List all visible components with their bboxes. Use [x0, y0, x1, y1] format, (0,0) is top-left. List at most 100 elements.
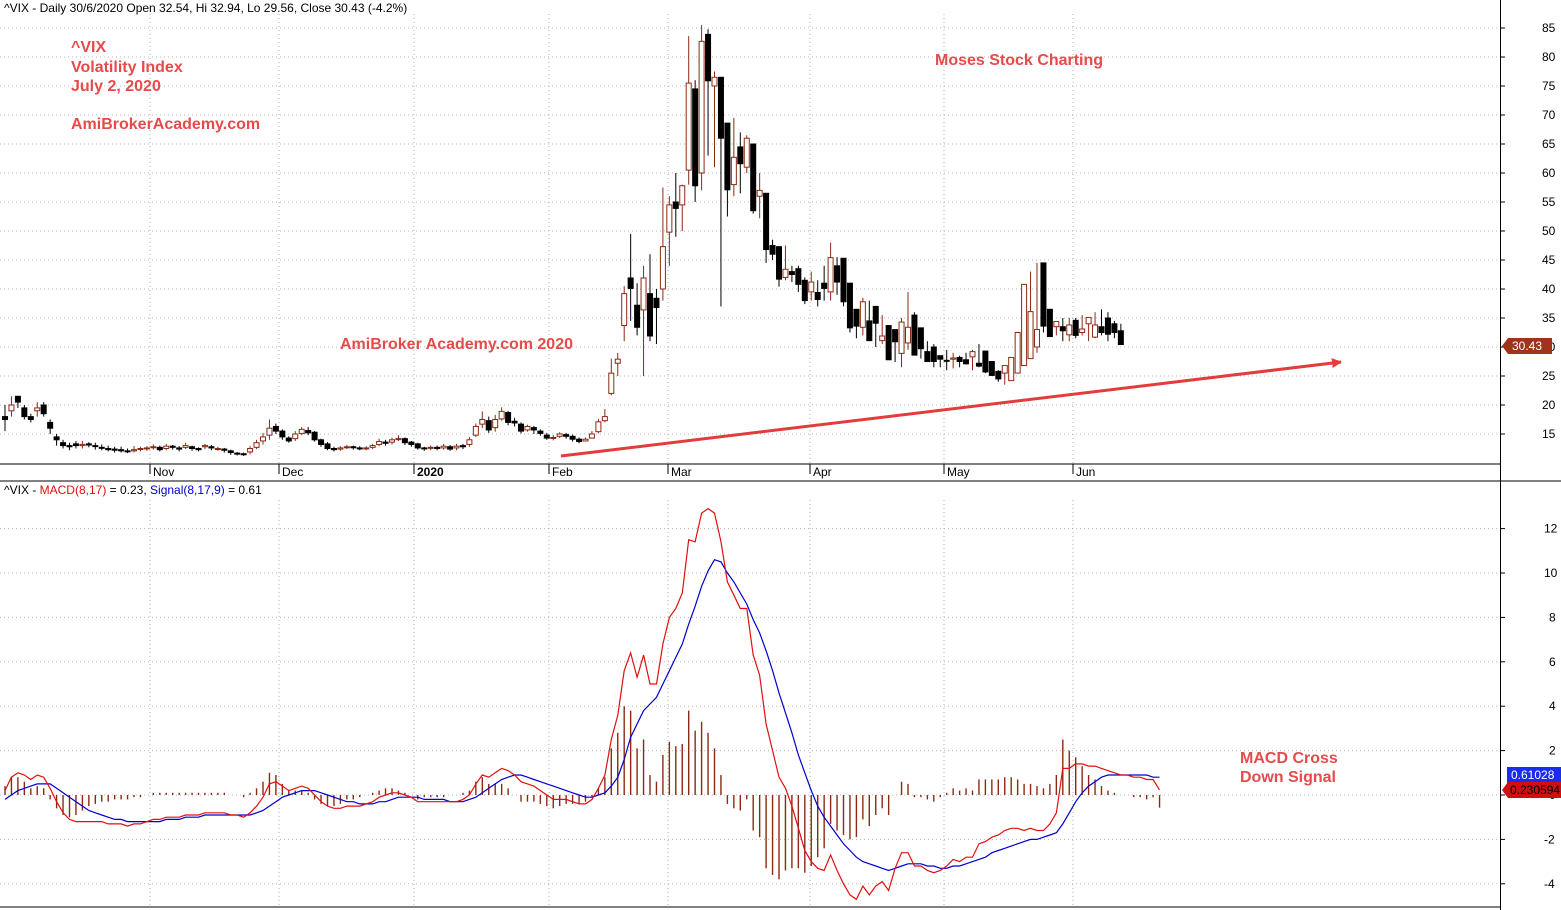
candle-body-down — [156, 446, 163, 451]
candle-body-up — [859, 301, 866, 328]
candle-body-up — [666, 204, 673, 233]
month-label: 2020 — [417, 465, 444, 479]
candle-body-down — [21, 407, 28, 418]
price-tick-label: 15 — [1542, 427, 1556, 441]
candle-body-up — [34, 407, 41, 412]
candle-body-down — [885, 325, 892, 361]
candle-body-down — [866, 320, 873, 342]
candle-body-down — [647, 293, 653, 337]
candle-body-down — [111, 448, 118, 451]
annotation-date: July 2, 2020 — [71, 78, 161, 95]
candle-body-down — [1098, 326, 1105, 334]
last-price-tag-label: 30.43 — [1512, 339, 1542, 353]
candle-body-down — [963, 359, 970, 365]
annotation-cross-line1: MACD Cross — [1240, 750, 1338, 767]
candle-body-up — [588, 433, 595, 439]
candle-body-down — [2, 416, 8, 421]
macd-value-tag-label: 0.230594 — [1510, 783, 1560, 797]
candle-body-down — [176, 447, 183, 450]
candle-body-down — [1072, 319, 1079, 336]
last-price-tag-shape — [1502, 338, 1552, 354]
macd-title-signal-label: Signal(8,17,9) — [150, 483, 225, 497]
candle-body-up — [343, 446, 350, 449]
candle-body-down — [763, 192, 770, 251]
last-price-tag: 30.43 — [1502, 338, 1552, 354]
candle-body-up — [808, 281, 815, 293]
price-tick-label: 80 — [1542, 50, 1556, 64]
candle-body-up — [1027, 311, 1034, 360]
macd-value-tag-shape — [1502, 782, 1561, 798]
candle-body-up — [292, 433, 299, 440]
month-label: Apr — [813, 465, 832, 479]
price-tick-label: 75 — [1542, 79, 1556, 93]
candle-body-down — [305, 430, 312, 434]
annotation-site: AmiBrokerAcademy.com — [71, 116, 260, 133]
candle-body-up — [685, 82, 692, 171]
candle-body-down — [975, 362, 982, 367]
candle-body-up — [743, 137, 750, 168]
signal-value-tag-shape — [1507, 767, 1561, 783]
candle-body-down — [846, 282, 853, 329]
candle-body-down — [124, 450, 131, 453]
candle-body-down — [543, 434, 550, 439]
month-gridlines — [149, 14, 1074, 907]
macd-line — [4, 507, 1161, 901]
candle-body-down — [672, 201, 679, 209]
annotation-symbol: ^VIX — [71, 39, 106, 56]
candle-body-up — [498, 410, 505, 420]
month-label: Nov — [153, 465, 174, 479]
candle-body-up — [1014, 332, 1021, 374]
candle-body-down — [1046, 308, 1053, 338]
macd-tick-label: 4 — [1549, 699, 1556, 713]
candle-body-down — [105, 448, 112, 451]
candle-body-up — [253, 442, 260, 448]
candle-body-down — [1040, 262, 1047, 327]
candle-body-down — [53, 436, 60, 441]
candle-body-down — [421, 447, 428, 450]
candle-body-down — [447, 446, 454, 450]
candle-body-down — [563, 434, 570, 437]
candle-body-down — [330, 448, 337, 451]
candle-body-down — [892, 329, 899, 343]
candle-body-down — [930, 346, 937, 362]
candle-body-up — [137, 448, 144, 450]
candle-body-down — [853, 308, 860, 327]
candle-body-up — [150, 446, 157, 449]
candle-body-down — [324, 443, 331, 449]
candle-body-up — [298, 428, 305, 434]
candle-body-down — [653, 297, 660, 309]
candle-body-down — [279, 430, 286, 438]
signal-line — [4, 558, 1160, 872]
candle-body-down — [382, 441, 389, 444]
price-tick-label: 85 — [1542, 21, 1556, 35]
candle-body-up — [214, 448, 221, 450]
candle-body-down — [14, 395, 21, 403]
macd-title-macd-label: MACD(8,17) — [40, 483, 107, 497]
candle-body-down — [911, 314, 918, 356]
candle-body-down — [47, 421, 54, 429]
candle-body-down — [821, 282, 828, 289]
price-pane-title: ^VIX - Daily 30/6/2020 Open 32.54, Hi 32… — [4, 1, 407, 15]
candle-body-up — [1053, 320, 1060, 328]
candle-body-up — [1085, 316, 1092, 325]
candle-body-down — [272, 425, 279, 432]
month-label: Dec — [282, 465, 303, 479]
candle-body-down — [1111, 323, 1118, 333]
price-y-axis: 152025303540455055606570758085 — [1500, 21, 1556, 441]
price-grid — [0, 27, 1500, 435]
annotation-name: Volatility Index — [71, 59, 183, 76]
candle-body-down — [982, 350, 989, 373]
candle-body-down — [737, 146, 744, 165]
candle-body-down — [92, 445, 99, 448]
candle-body-up — [608, 372, 615, 394]
candle-body-up — [1079, 328, 1086, 333]
candle-body-up — [260, 436, 266, 442]
candle-body-up — [640, 277, 647, 311]
candle-body-up — [601, 416, 608, 422]
candle-body-down — [485, 420, 492, 431]
candle-body-up — [711, 76, 718, 87]
annotation-cross-line2: Down Signal — [1240, 769, 1336, 786]
month-label: Jun — [1076, 465, 1095, 479]
price-tick-label: 65 — [1542, 137, 1556, 151]
